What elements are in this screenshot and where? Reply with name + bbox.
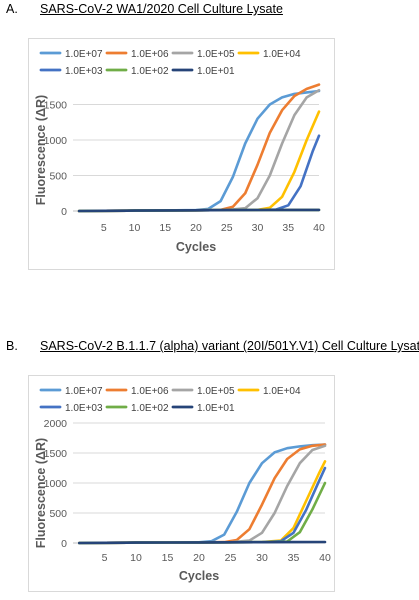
chart-b-y-tick-label: 1500	[44, 448, 68, 460]
chart-a-x-tick-label: 25	[221, 222, 233, 234]
chart-b-legend-label: 1.0E+03	[65, 403, 103, 414]
chart-a: 0 500 1000 1500 5 10 15 20 25 30 35 40 Cycles Fluores…	[28, 38, 335, 270]
chart-a-legend-label: 1.0E+04	[263, 49, 301, 60]
chart-a-legend-label: 1.0E+02	[131, 66, 169, 77]
chart-a-y-tick-label: 0	[61, 206, 67, 218]
chart-a-svg: 0 500 1000 1500 5 10 15 20 25 30 35 40 Cycles Fluores…	[34, 49, 325, 254]
chart-b-x-tick-label: 25	[225, 552, 237, 564]
chart-a-y-tick-label: 1500	[44, 100, 68, 112]
chart-b-y-tick-label: 2000	[44, 418, 68, 430]
chart-a-legend-label: 1.0E+05	[197, 49, 235, 60]
panel-b-title-text: SARS-CoV-2 B.1.1.7 (alpha) variant (20I/…	[40, 339, 419, 353]
chart-b-y-axis-label: Fluorescence (ΔR)	[34, 438, 48, 548]
chart-a-legend-label: 1.0E+03	[65, 66, 103, 77]
chart-b-series-line-1.0E+04	[78, 460, 327, 545]
chart-b: 0 500 1000 1500 2000 5 10 15 20 25 30 35 40 Cycles Flu…	[28, 375, 335, 592]
chart-b-x-tick-label: 40	[319, 552, 331, 564]
chart-a-x-tick-label: 40	[313, 222, 325, 234]
chart-b-series-line-1.0E+06	[78, 443, 327, 545]
chart-b-x-tick-label: 35	[288, 552, 300, 564]
chart-b-series-line-1.0E+01	[78, 540, 327, 545]
chart-a-y-tick-label: 500	[49, 171, 67, 183]
chart-a-legend-label: 1.0E+07	[65, 49, 103, 60]
chart-a-series-line-1.0E+03	[77, 134, 321, 213]
chart-b-x-axis-label: Cycles	[179, 569, 219, 583]
panel-a-title-text: SARS-CoV-2 WA1/2020 Cell Culture Lysate	[40, 2, 283, 16]
chart-a-x-tick-label: 20	[190, 222, 202, 234]
chart-a-series-line-1.0E+04	[77, 110, 321, 213]
chart-b-x-tick-label: 5	[102, 552, 108, 564]
chart-b-y-tick-label: 1000	[44, 478, 68, 490]
chart-a-y-tick-label: 1000	[44, 135, 68, 147]
chart-a-x-axis-label: Cycles	[176, 240, 216, 254]
chart-b-x-tick-label: 20	[193, 552, 205, 564]
chart-a-x-tick-label: 30	[252, 222, 264, 234]
chart-b-legend-label: 1.0E+01	[197, 403, 235, 414]
chart-a-y-axis-label: Fluorescence (ΔR)	[34, 95, 48, 205]
panel-b-letter: B.	[6, 339, 18, 353]
chart-b-y-tick-label: 0	[61, 538, 67, 550]
panel-b-title: B. SARS-CoV-2 B.1.1.7 (alpha) variant (20…	[6, 339, 419, 353]
chart-a-series-line-1.0E+01	[77, 208, 321, 213]
chart-b-series-line-1.0E+05	[78, 444, 327, 545]
chart-a-x-tick-label: 35	[282, 222, 294, 234]
panel-a-title: A. SARS-CoV-2 WA1/2020 Cell Culture Lysat…	[6, 2, 283, 16]
chart-b-y-tick-label: 500	[49, 508, 67, 520]
chart-b-legend-label: 1.0E+05	[197, 386, 235, 397]
chart-b-legend-label: 1.0E+04	[263, 386, 301, 397]
chart-b-x-tick-label: 10	[130, 552, 142, 564]
chart-a-x-tick-label: 15	[159, 222, 171, 234]
chart-b-legend-label: 1.0E+06	[131, 386, 169, 397]
chart-a-legend-label: 1.0E+01	[197, 66, 235, 77]
chart-a-legend-label: 1.0E+06	[131, 49, 169, 60]
chart-a-x-tick-label: 10	[129, 222, 141, 234]
chart-b-svg: 0 500 1000 1500 2000 5 10 15 20 25 30 35 40 Cycles Flu…	[34, 386, 331, 583]
chart-b-x-tick-label: 30	[256, 552, 268, 564]
chart-b-legend-label: 1.0E+02	[131, 403, 169, 414]
chart-a-x-tick-label: 5	[101, 222, 107, 234]
chart-b-legend-label: 1.0E+07	[65, 386, 103, 397]
chart-b-x-tick-label: 15	[162, 552, 174, 564]
panel-a-letter: A.	[6, 2, 18, 16]
